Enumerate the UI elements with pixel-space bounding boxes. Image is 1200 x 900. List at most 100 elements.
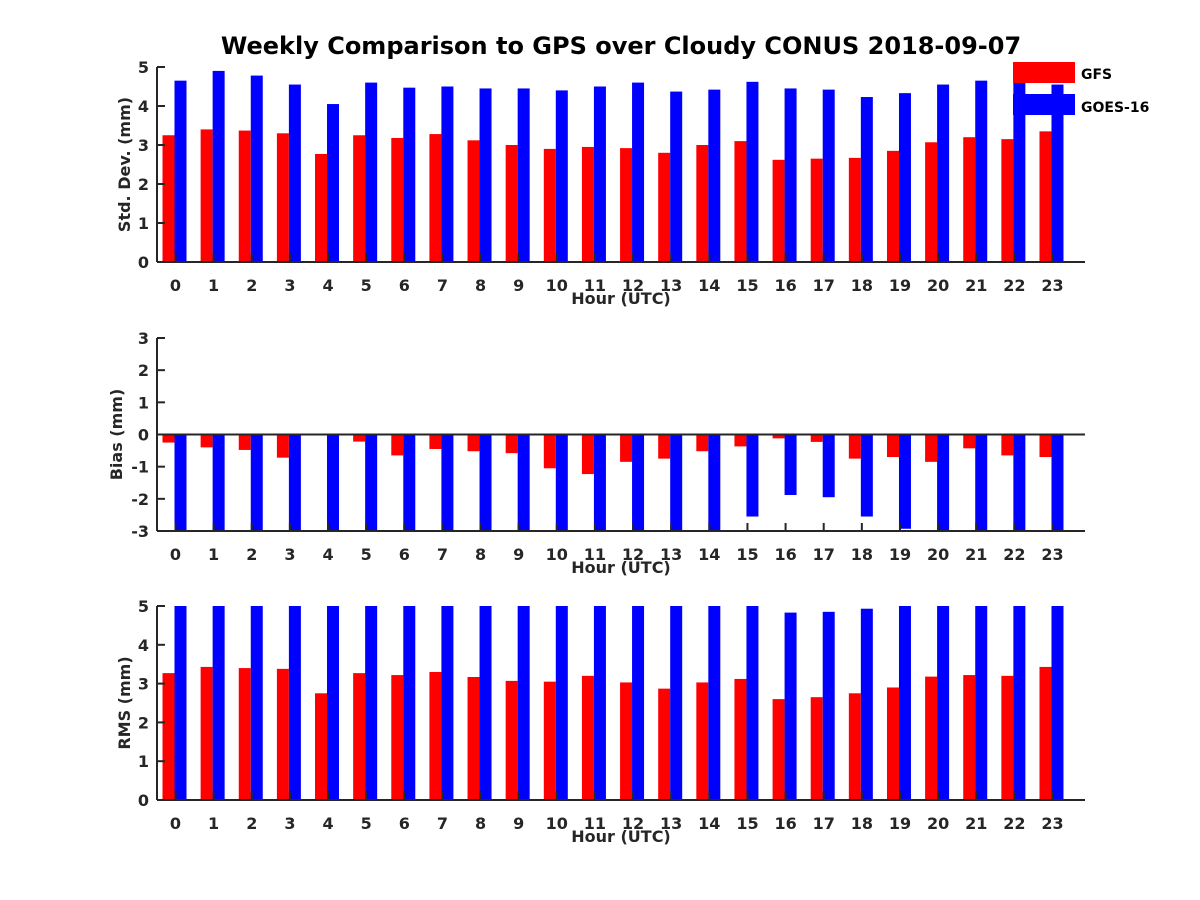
rms-bar-goes16	[327, 606, 340, 800]
std-dev-x-tick-label: 17	[813, 276, 835, 295]
bias-bar-goes16	[593, 434, 606, 531]
rms-x-tick-label: 13	[660, 814, 682, 833]
rms-x-tick-label: 10	[546, 814, 568, 833]
bias-bar-goes16	[975, 434, 988, 531]
std-dev-x-tick-label: 4	[322, 276, 333, 295]
rms-x-tick-label: 2	[246, 814, 257, 833]
rms-bar-goes16	[746, 606, 759, 800]
legend-swatch-gfs	[1013, 62, 1075, 83]
std-dev-bar-goes16	[517, 88, 530, 262]
bias-y-tick-label: -2	[131, 490, 149, 509]
rms-bar-goes16	[784, 612, 797, 800]
rms-bar-goes16	[555, 606, 568, 800]
bias-x-tick-label: 5	[361, 545, 372, 564]
rms-x-tick-label: 15	[736, 814, 758, 833]
std-dev-bar-goes16	[822, 89, 835, 263]
bias-bar-gfs	[162, 434, 175, 443]
rms-bar-gfs	[848, 693, 861, 800]
bias-bar-gfs	[696, 434, 709, 452]
rms-bar-goes16	[288, 606, 301, 800]
rms-bar-goes16	[365, 606, 378, 800]
std-dev-x-tick-label: 15	[736, 276, 758, 295]
std-dev-bar-gfs	[467, 140, 480, 262]
bias-x-tick-label: 13	[660, 545, 682, 564]
bias-bar-gfs	[429, 434, 442, 449]
rms-bar-goes16	[1013, 606, 1026, 800]
rms-bar-goes16	[517, 606, 530, 800]
std-dev-x-tick-label: 19	[889, 276, 911, 295]
rms-bar-goes16	[593, 606, 606, 800]
std-dev-bar-gfs	[886, 150, 899, 262]
rms-bar-gfs	[734, 678, 747, 800]
bias-bar-goes16	[517, 434, 530, 531]
std-dev-x-tick-label: 12	[622, 276, 644, 295]
std-dev-bar-gfs	[620, 148, 633, 262]
bias-bar-goes16	[670, 434, 683, 531]
bias-x-tick-label: 14	[698, 545, 720, 564]
rms-x-tick-label: 5	[361, 814, 372, 833]
rms-x-tick-label: 12	[622, 814, 644, 833]
bias-x-tick-label: 10	[546, 545, 568, 564]
bias-bar-goes16	[288, 434, 301, 531]
std-dev-bar-goes16	[174, 80, 187, 263]
std-dev-x-tick-label: 9	[513, 276, 524, 295]
rms-y-tick-label: 0	[138, 791, 149, 810]
std-dev-y-tick-label: 0	[138, 253, 149, 272]
std-dev-y-tick-label: 1	[138, 214, 149, 233]
std-dev-bar-gfs	[772, 159, 785, 262]
bias-bar-gfs	[505, 434, 518, 454]
std-dev-bar-goes16	[898, 93, 911, 262]
std-dev-bar-goes16	[670, 91, 683, 262]
std-dev-bar-goes16	[632, 82, 645, 262]
std-dev-x-tick-label: 14	[698, 276, 720, 295]
std-dev-bar-gfs	[353, 135, 366, 262]
bias-bar-goes16	[708, 434, 721, 531]
std-dev-bar-goes16	[860, 97, 873, 262]
std-dev-x-tick-label: 7	[437, 276, 448, 295]
rms-bar-gfs	[620, 682, 633, 800]
std-dev-bar-gfs	[200, 129, 213, 262]
bias-bar-goes16	[822, 434, 835, 498]
rms-x-tick-label: 16	[774, 814, 796, 833]
bias-bar-gfs	[810, 434, 823, 442]
bias-bar-gfs	[200, 434, 213, 448]
bias-bar-goes16	[1051, 434, 1064, 531]
bias-x-tick-label: 19	[889, 545, 911, 564]
std-dev-x-tick-label: 20	[927, 276, 949, 295]
rms-bar-gfs	[1001, 675, 1014, 800]
bias-bar-gfs	[581, 434, 594, 475]
rms-bar-goes16	[174, 606, 187, 800]
bias-x-tick-label: 17	[813, 545, 835, 564]
std-dev-bar-gfs	[276, 133, 289, 262]
std-dev-x-axis-label: Hour (UTC)	[571, 289, 671, 308]
std-dev-bar-goes16	[937, 84, 950, 262]
std-dev-bar-gfs	[429, 134, 442, 262]
bias-y-axis-label: Bias (mm)	[107, 389, 126, 481]
rms-bar-gfs	[429, 671, 442, 800]
rms-bar-gfs	[238, 668, 251, 800]
std-dev-bar-goes16	[1051, 84, 1064, 262]
rms-bar-goes16	[670, 606, 683, 800]
bias-x-tick-label: 12	[622, 545, 644, 564]
bias-x-tick-label: 15	[736, 545, 758, 564]
rms-x-tick-label: 18	[851, 814, 873, 833]
rms-bar-goes16	[975, 606, 988, 800]
std-dev-bar-goes16	[555, 90, 568, 263]
rms-bar-gfs	[200, 666, 213, 800]
bias-x-tick-label: 2	[246, 545, 257, 564]
rms-x-tick-label: 8	[475, 814, 486, 833]
std-dev-bar-gfs	[505, 145, 518, 262]
rms-bar-goes16	[212, 606, 225, 800]
rms-bar-goes16	[632, 606, 645, 800]
bias-bar-gfs	[353, 434, 366, 442]
bias-bar-gfs	[848, 434, 861, 459]
std-dev-y-axis-label: Std. Dev. (mm)	[115, 97, 134, 232]
rms-y-tick-label: 2	[138, 713, 149, 732]
bias-bar-gfs	[276, 434, 289, 458]
rms-bar-gfs	[315, 693, 328, 800]
std-dev-bar-gfs	[848, 157, 861, 262]
bias-bar-gfs	[620, 434, 633, 462]
bias-bar-gfs	[467, 434, 480, 452]
legend: GFS GOES-16	[1013, 62, 1149, 116]
